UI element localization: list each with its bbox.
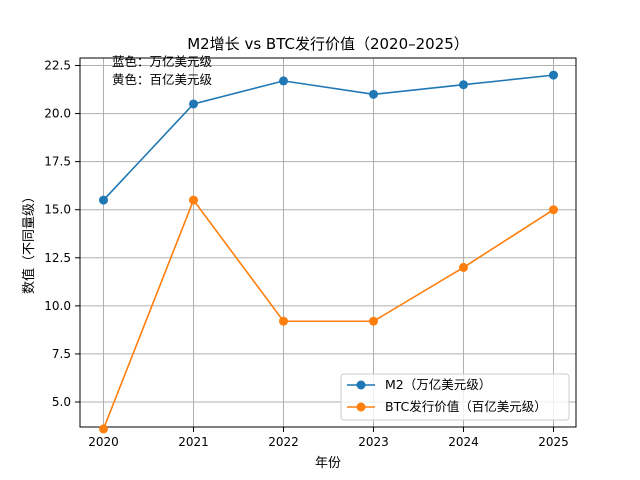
data-point-m2: [99, 195, 108, 205]
x-tick-label: 2020: [88, 435, 119, 449]
data-point-m2: [549, 70, 558, 80]
x-tick-label: 2023: [358, 435, 389, 449]
x-tick-label: 2021: [178, 435, 209, 449]
data-point-m2: [459, 80, 468, 90]
data-point-btc: [279, 316, 288, 326]
y-axis-label: 数值（不同量级）: [21, 190, 37, 294]
y-tick-label: 5.0: [52, 395, 71, 409]
series-line-m2: [102, 74, 554, 201]
legend-label-btc: BTC发行价值（百亿美元级）: [385, 399, 547, 414]
data-point-btc: [369, 316, 378, 326]
data-point-m2: [189, 99, 198, 109]
y-tick-label: 15.0: [44, 203, 71, 217]
legend-box: [340, 373, 570, 421]
series-layer: [99, 70, 558, 434]
x-tick-label: 2022: [268, 435, 299, 449]
data-point-m2: [279, 76, 288, 86]
annotation-yellow: 黄色：百亿美元级: [112, 72, 213, 87]
data-point-btc: [189, 195, 198, 205]
x-axis-label: 年份: [315, 456, 341, 471]
annotation-blue: 蓝色：万亿美元级: [112, 54, 213, 69]
data-point-btc: [459, 262, 468, 272]
data-point-btc: [549, 205, 558, 215]
chart-title: M2增长 vs BTC发行价值（2020–2025）: [187, 35, 469, 53]
data-point-m2: [369, 89, 378, 99]
y-tick-label: 7.5: [52, 347, 71, 361]
x-tick-label: 2025: [538, 435, 569, 449]
series-line-btc: [102, 198, 554, 430]
legend: M2（万亿美元级） BTC发行价值（百亿美元级）: [340, 373, 570, 421]
y-tick-label: 22.5: [44, 59, 71, 73]
legend-label-m2: M2（万亿美元级）: [385, 377, 491, 392]
y-tick-label: 12.5: [44, 251, 71, 265]
y-axis: 5.0 7.5 10.0 12.5 15.0 17.5 20.0 22.5: [44, 59, 80, 409]
plot-area-frame: [79, 57, 577, 428]
y-tick-label: 10.0: [44, 299, 71, 313]
grid: [80, 58, 576, 427]
y-tick-label: 20.0: [44, 107, 71, 121]
x-axis: 2020 2021 2022 2023 2024 2025: [88, 427, 569, 449]
legend-marker-m2: [356, 380, 366, 390]
legend-marker-btc: [356, 402, 366, 412]
data-point-btc: [99, 424, 108, 434]
y-tick-label: 17.5: [44, 155, 71, 169]
x-tick-label: 2024: [448, 435, 479, 449]
